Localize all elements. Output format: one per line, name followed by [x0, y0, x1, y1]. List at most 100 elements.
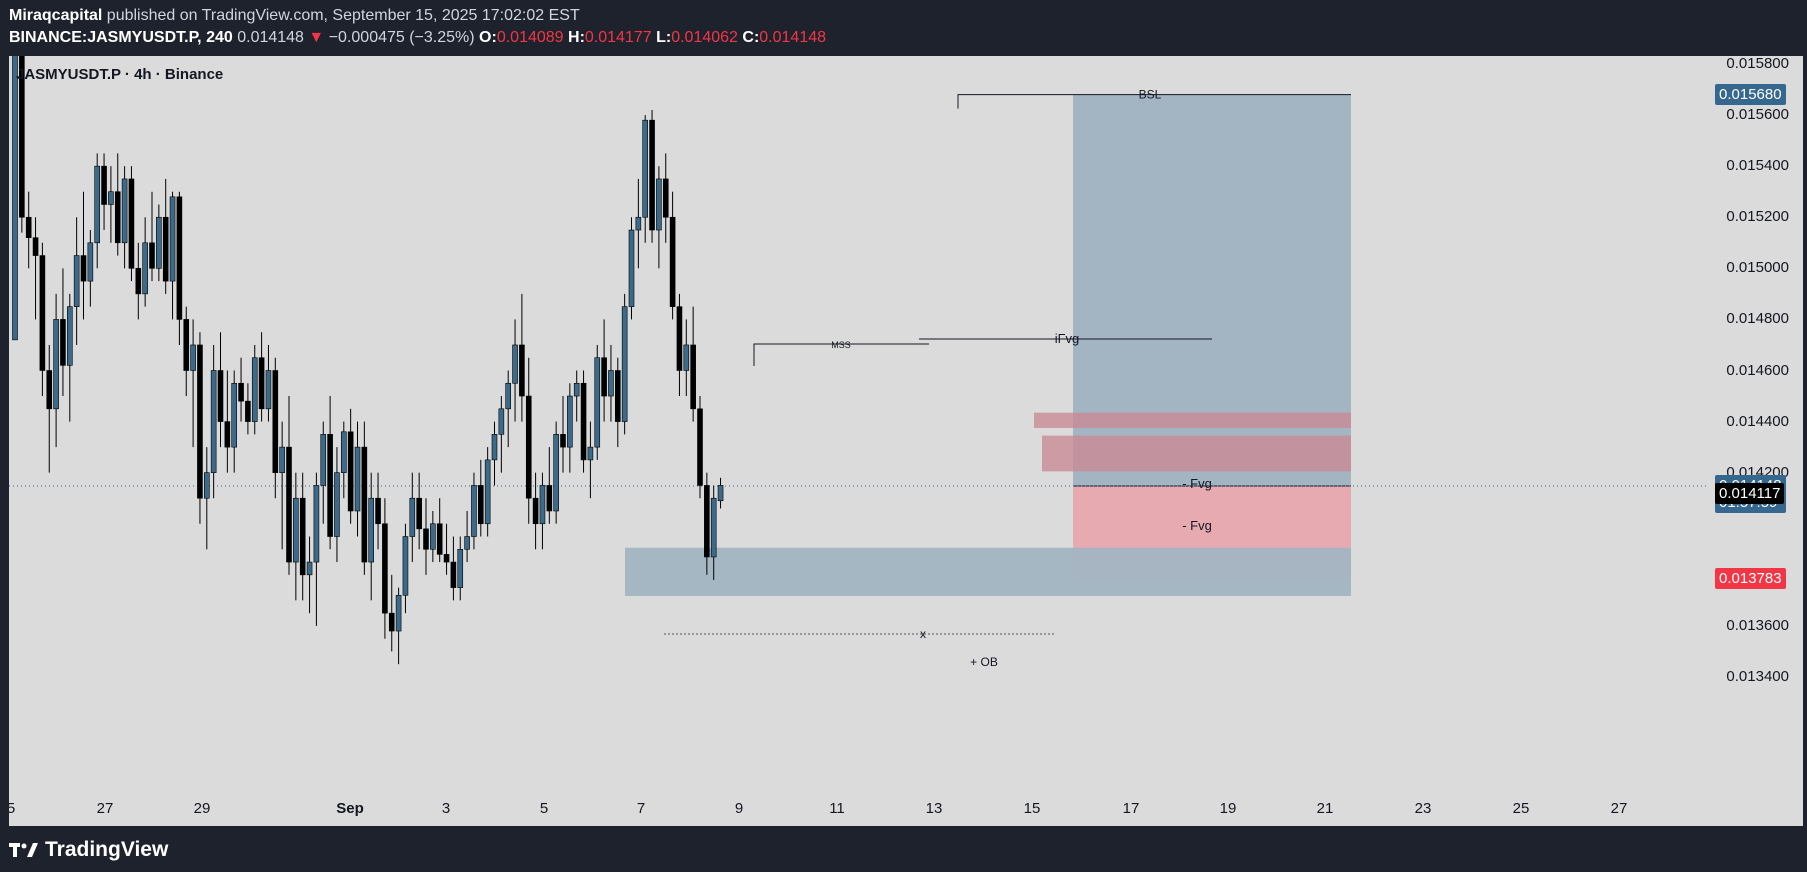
candle-body: [183, 319, 190, 371]
candle-body: [313, 485, 320, 563]
candle-body: [519, 344, 525, 397]
x-tick-label: 27: [97, 800, 114, 817]
candle-body: [135, 268, 142, 295]
x-tick-label: 9: [735, 800, 743, 817]
candle-body: [306, 561, 313, 576]
x-tick-label: 3: [442, 800, 450, 817]
candle-body: [25, 216, 32, 238]
candle-body: [149, 242, 155, 269]
candle-body: [430, 523, 436, 550]
close-value: 0.014148: [759, 29, 827, 46]
author-name[interactable]: Miraqcapital: [9, 7, 103, 24]
candle-body: [669, 216, 676, 307]
candle-body: [464, 536, 470, 550]
chart-plot-area[interactable]: BSL MSS iFvg - Fvg - Fvg x + OB 5 27 29 Sep 3 5 7 9 11 1…: [9, 56, 1707, 826]
x-tick-label: 11: [829, 800, 845, 817]
fvg-zone-1: [1034, 412, 1351, 428]
candle-body: [388, 612, 395, 632]
candle-body: [87, 242, 94, 282]
x-tick-label: 19: [1220, 800, 1237, 817]
tradingview-logo-icon: [9, 841, 39, 859]
bsl-line: [957, 94, 1351, 109]
candle-body: [382, 523, 388, 614]
candle-body: [491, 434, 498, 461]
y-tick-label: 0.013400: [1726, 668, 1789, 685]
tradingview-logo-text: TradingView: [45, 838, 169, 861]
tradingview-logo[interactable]: TradingView: [9, 838, 168, 862]
x-tick-label: 13: [926, 800, 943, 817]
candle-body: [560, 434, 566, 448]
x-tick-label: 21: [1317, 800, 1334, 817]
high-value: 0.014177: [584, 29, 652, 46]
candle-body: [60, 319, 66, 366]
mss-line: [753, 343, 929, 366]
candle-body: [573, 382, 580, 397]
candle-body: [19, 56, 25, 218]
candle-body: [546, 485, 553, 512]
candle-body: [498, 408, 505, 435]
candle-body: [224, 421, 231, 448]
candle-body: [642, 119, 649, 218]
publish-header: Miraqcapital published on TradingView.co…: [0, 0, 1807, 56]
x-tick-label: 15: [1024, 800, 1041, 817]
price-badge: 0.014117: [1715, 482, 1785, 504]
candle-body: [594, 357, 601, 448]
x-tick-label: 5: [540, 800, 548, 817]
symbol-label: BINANCE:JASMYUSDT.P, 240: [9, 29, 233, 46]
y-tick-label: 0.015200: [1726, 208, 1789, 226]
order-block-zone: [625, 547, 1351, 597]
price-axis[interactable]: 0.015800 0.015600 0.015400 0.015200 0.015000…: [1707, 55, 1803, 826]
candle-body: [567, 395, 573, 448]
candle-body: [94, 165, 100, 244]
candlestick-chart: BSL MSS iFvg - Fvg - Fvg x + OB 5 27 29 Sep 3 5 7 9 11 1…: [9, 56, 1707, 817]
x-tick-label: 7: [637, 800, 645, 817]
candle-body: [293, 497, 299, 563]
x-tick-label: 17: [1123, 800, 1140, 817]
publish-line: Miraqcapital published on TradingView.co…: [9, 7, 580, 25]
y-tick-label: 0.013600: [1726, 616, 1789, 634]
candle-body: [66, 306, 73, 366]
close-label: C:: [742, 29, 760, 46]
candle-body: [46, 370, 53, 410]
y-tick-label: 0.015000: [1726, 259, 1789, 277]
low-label: L:: [656, 29, 672, 46]
candle-body: [258, 357, 265, 410]
candle-body: [375, 497, 381, 525]
ob-label: + OB: [970, 655, 998, 669]
candle-body: [662, 178, 669, 218]
candle-body: [525, 395, 532, 499]
footer: TradingView: [0, 826, 1807, 872]
candle-body: [690, 344, 696, 410]
candle-body: [108, 191, 114, 205]
candle-body: [628, 229, 635, 307]
down-arrow-icon: ▼: [308, 29, 325, 46]
price-badge-value: 0.013783: [1719, 570, 1782, 588]
candle-body: [142, 242, 148, 295]
candle-body: [704, 485, 710, 558]
candle-body: [539, 485, 546, 525]
candle-body: [176, 196, 183, 320]
candle-body: [532, 497, 539, 525]
candle-body: [635, 216, 642, 231]
candle-body: [320, 434, 327, 486]
high-label: H:: [568, 29, 585, 46]
x-tick-label: Sep: [336, 800, 364, 817]
candle-body: [614, 370, 621, 422]
publish-info: published on TradingView.com, September …: [102, 7, 580, 24]
candle-body: [286, 446, 292, 563]
candle-body: [477, 485, 484, 525]
y-tick-label: 0.015600: [1726, 106, 1789, 124]
candle-body: [402, 536, 409, 596]
candle-body: [395, 594, 402, 632]
candle-body: [601, 357, 607, 397]
x-label: x: [920, 627, 926, 641]
candle-body: [587, 446, 594, 461]
candle-body: [347, 431, 354, 512]
candle-body: [683, 344, 690, 371]
bsl-label: BSL: [1139, 88, 1162, 102]
candle-body: [580, 382, 587, 461]
candle-body: [217, 370, 224, 422]
x-tick-label: 25: [1513, 800, 1530, 817]
price-badge: 0.015680: [1715, 83, 1786, 105]
candle-body: [101, 165, 107, 205]
